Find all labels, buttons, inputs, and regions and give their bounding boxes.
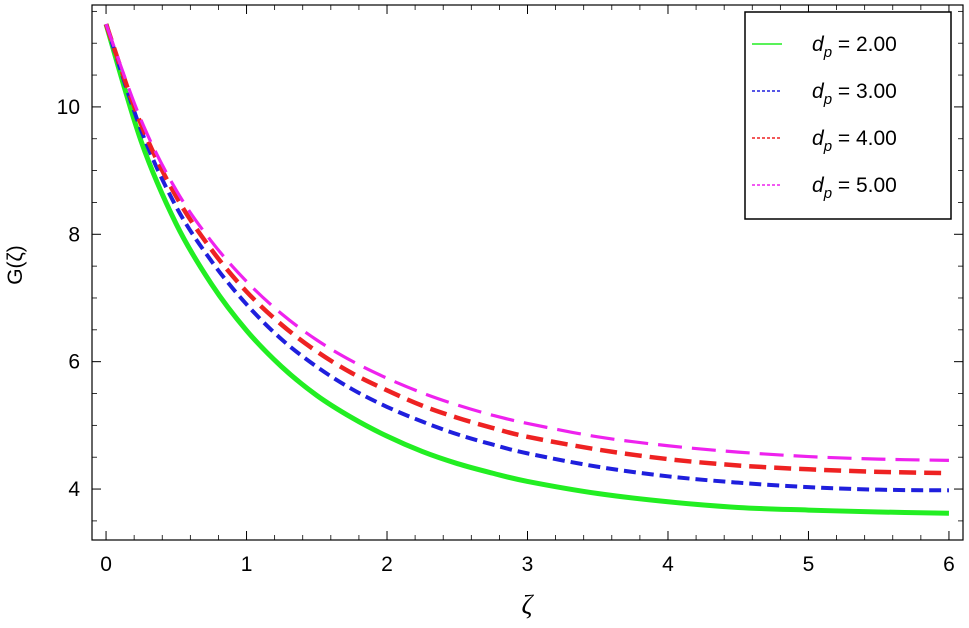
x-axis: 0 1 2 3 4 5 6 (100, 5, 955, 576)
x-tick-label: 4 (662, 553, 674, 576)
legend-label-4: dp = 5.00 (812, 174, 897, 202)
series-line-1 (103, 23, 949, 516)
legend-label-2: dp = 3.00 (812, 80, 897, 108)
x-tick-label: 0 (100, 553, 112, 576)
y-axis-label: G(ζ) (4, 245, 27, 285)
x-tick-label: 6 (943, 553, 955, 576)
y-axis: 4 6 8 10 (57, 10, 963, 522)
series-line-3 (103, 23, 949, 476)
series-line-4 (104, 23, 949, 462)
legend-label-1: dp = 2.00 (812, 33, 897, 61)
y-tick-label: 4 (68, 478, 80, 501)
x-tick-label: 2 (381, 553, 393, 576)
legend-label-3: dp = 4.00 (812, 127, 897, 155)
series-layer (103, 23, 949, 516)
y-tick-label: 6 (68, 351, 80, 374)
legend: dp = 2.00 dp = 3.00 dp = 4.00 dp = 5.00 (744, 11, 952, 220)
x-axis-label: ζ (522, 590, 535, 620)
x-tick-label: 5 (803, 553, 815, 576)
x-tick-label: 1 (241, 553, 253, 576)
y-tick-label: 8 (68, 223, 80, 246)
x-tick-label: 3 (522, 553, 534, 576)
series-line-2 (104, 23, 949, 493)
y-tick-label: 10 (57, 96, 80, 119)
